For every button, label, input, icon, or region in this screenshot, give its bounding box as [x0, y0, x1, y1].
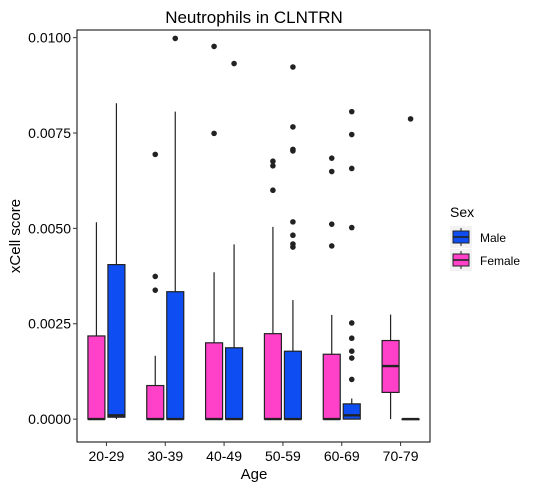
y-axis: 0.0000 0.0025 0.0050 0.0075 0.0100 [28, 30, 77, 427]
outlier-point [152, 287, 159, 293]
box-rect [107, 264, 126, 418]
outlier-point [328, 221, 335, 227]
outlier-point [348, 355, 355, 361]
chart-title: Neutrophils in CLNTRN [165, 8, 343, 27]
outlier-point [328, 155, 335, 161]
outlier-point [348, 131, 355, 138]
outlier-point [348, 108, 355, 115]
x-tick-label: 20-29 [89, 448, 125, 464]
outlier-point [290, 219, 296, 225]
outlier-point [348, 165, 355, 172]
box-group [342, 108, 361, 420]
outlier-point [270, 163, 276, 169]
outlier-point [270, 158, 276, 165]
box-group [322, 155, 341, 421]
legend-label: Male [480, 231, 506, 245]
legend-title: Sex [450, 204, 474, 220]
outlier-point [348, 335, 355, 342]
box-group [87, 222, 106, 421]
y-tick-label: 0.0100 [28, 30, 71, 46]
box-rect [322, 353, 341, 420]
outlier-point [290, 124, 296, 130]
x-tick-label: 70-79 [383, 448, 419, 464]
x-tick-label: 40-49 [206, 448, 242, 464]
outlier-point [348, 320, 355, 326]
box-rect [87, 335, 106, 420]
box-rect [263, 333, 283, 420]
box-group [204, 43, 224, 421]
outlier-point [407, 116, 414, 122]
box-rect [224, 347, 244, 420]
x-tick-label: 60-69 [324, 448, 360, 464]
x-axis: 20-29 30-39 40-49 50-59 60-69 70-79 [89, 442, 419, 464]
legend-entries: Male Female [450, 226, 520, 271]
box-group [166, 35, 185, 421]
y-tick-label: 0.0000 [28, 411, 71, 427]
outlier-point [290, 64, 296, 70]
legend: Sex Male Female [450, 204, 520, 271]
outlier-point [211, 130, 217, 137]
outlier-point [290, 232, 296, 239]
outlier-point [328, 243, 335, 249]
outlier-point [328, 168, 335, 175]
box-group [283, 64, 303, 421]
boxplot-marks [87, 35, 420, 421]
box-group [401, 116, 420, 421]
outlier-point [348, 376, 355, 383]
outlier-point [348, 348, 355, 355]
plot-panel [76, 29, 431, 443]
outlier-point [290, 148, 296, 154]
box-group [263, 158, 283, 421]
box-group [146, 151, 165, 421]
y-tick-label: 0.0075 [28, 125, 71, 141]
box-rect [146, 384, 165, 420]
box-rect [166, 291, 185, 420]
outlier-point [348, 224, 355, 231]
outlier-point [172, 35, 179, 42]
outlier-point [152, 273, 159, 280]
box-rect [283, 350, 303, 420]
legend-label: Female [480, 254, 520, 268]
x-tick-label: 50-59 [265, 448, 301, 464]
y-tick-label: 0.0050 [28, 220, 71, 236]
outlier-point [290, 244, 296, 250]
x-tick-label: 30-39 [147, 448, 183, 464]
box-group [381, 314, 400, 420]
y-tick-label: 0.0025 [28, 316, 71, 332]
box-rect [204, 342, 224, 420]
box-group [224, 60, 244, 421]
box-group [107, 103, 126, 420]
x-axis-label: Age [241, 466, 268, 483]
outlier-point [270, 187, 276, 194]
outlier-point [231, 60, 237, 67]
outlier-point [152, 151, 159, 158]
box-rect [342, 403, 361, 420]
y-axis-label: xCell score [7, 199, 24, 273]
outlier-point [211, 43, 217, 50]
